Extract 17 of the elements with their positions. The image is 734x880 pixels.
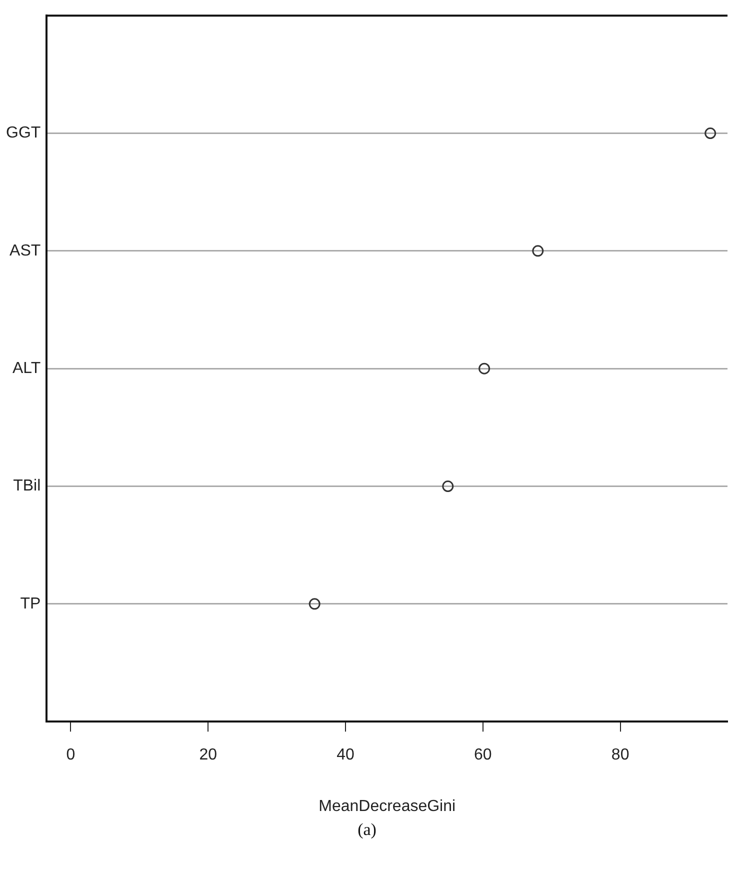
y-tick-label: GGT [6,124,41,142]
x-axis-title: MeanDecreaseGini [318,798,456,815]
x-tick-label: 20 [199,746,218,764]
y-tick-label: TBil [13,478,41,495]
point [704,128,716,140]
x-tick-label: 0 [66,746,76,764]
y-tick-label: ALT [12,360,41,378]
point [532,245,544,257]
x-tick-label: 60 [474,746,492,764]
y-tick-label: AST [10,242,41,260]
y-tick-label: TP [20,595,41,612]
x-tick-label: 40 [336,746,355,764]
text: (a) [356,820,378,840]
x-tick-label: 80 [611,746,630,764]
point [478,362,490,374]
point [442,480,454,492]
point [308,598,320,610]
